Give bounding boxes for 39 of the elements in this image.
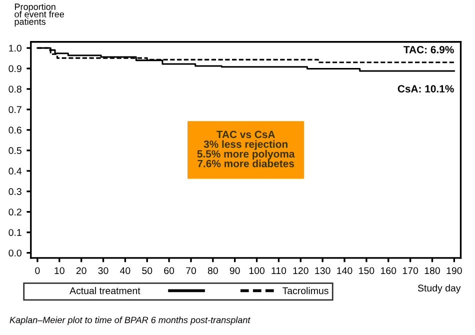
y-tick-label: 0.5 (8, 147, 22, 154)
y-axis-title: Proportion of event free patients (14, 3, 64, 27)
x-tick-label: 160 (381, 267, 396, 274)
x-tick-label: 190 (446, 267, 462, 274)
y-tick-label: 0.7 (8, 106, 22, 114)
legend-label: Tacrolimus (282, 287, 328, 294)
annotation: CsA: 10.1% (398, 85, 454, 92)
x-tick-label: 20 (76, 267, 86, 274)
y-tick-label: 0.3 (8, 188, 22, 196)
y-tick-label: 0.4 (8, 168, 22, 175)
x-tick-label: 40 (120, 267, 130, 274)
y-tick-label: 0.9 (8, 65, 22, 72)
legend-title: Actual treatment (70, 287, 140, 294)
y-tick-label: 0.2 (8, 208, 22, 216)
x-tick-label: 60 (164, 267, 174, 274)
annotation: TAC: 6.9% (404, 46, 454, 54)
x-axis-title: Study day (418, 284, 461, 294)
y-tick-label: 0.8 (8, 86, 22, 93)
x-tick-label: 110 (272, 267, 286, 274)
x-tick-label: 0 (35, 267, 40, 274)
x-tick-label: 80 (208, 267, 218, 274)
y-tick-label: 0.6 (8, 126, 22, 134)
y-tick-label: 0.1 (8, 229, 22, 236)
x-tick-label: 150 (359, 267, 374, 274)
x-tick-label: 130 (315, 267, 330, 274)
x-tick-label: 50 (142, 267, 152, 274)
text: Kaplan–Meier plot to time of BPAR 6 months post-transplant (10, 316, 251, 325)
y-tick-label: 1.0 (9, 44, 22, 52)
x-tick-label: 140 (337, 267, 352, 274)
x-tick-label: 90 (230, 267, 240, 274)
x-tick-label: 120 (293, 267, 308, 274)
x-tick-label: 10 (54, 267, 64, 274)
y-tick-label: 0.0 (8, 250, 22, 256)
x-tick-label: 180 (424, 267, 440, 274)
annotation: TAC vs CsA 3% less rejection 5.5% more polyoma 7.6% more diabetes (197, 130, 295, 168)
x-tick-label: 70 (186, 267, 196, 274)
x-tick-label: 30 (98, 267, 108, 274)
x-tick-label: 100 (249, 267, 265, 274)
x-tick-label: 170 (402, 267, 418, 274)
